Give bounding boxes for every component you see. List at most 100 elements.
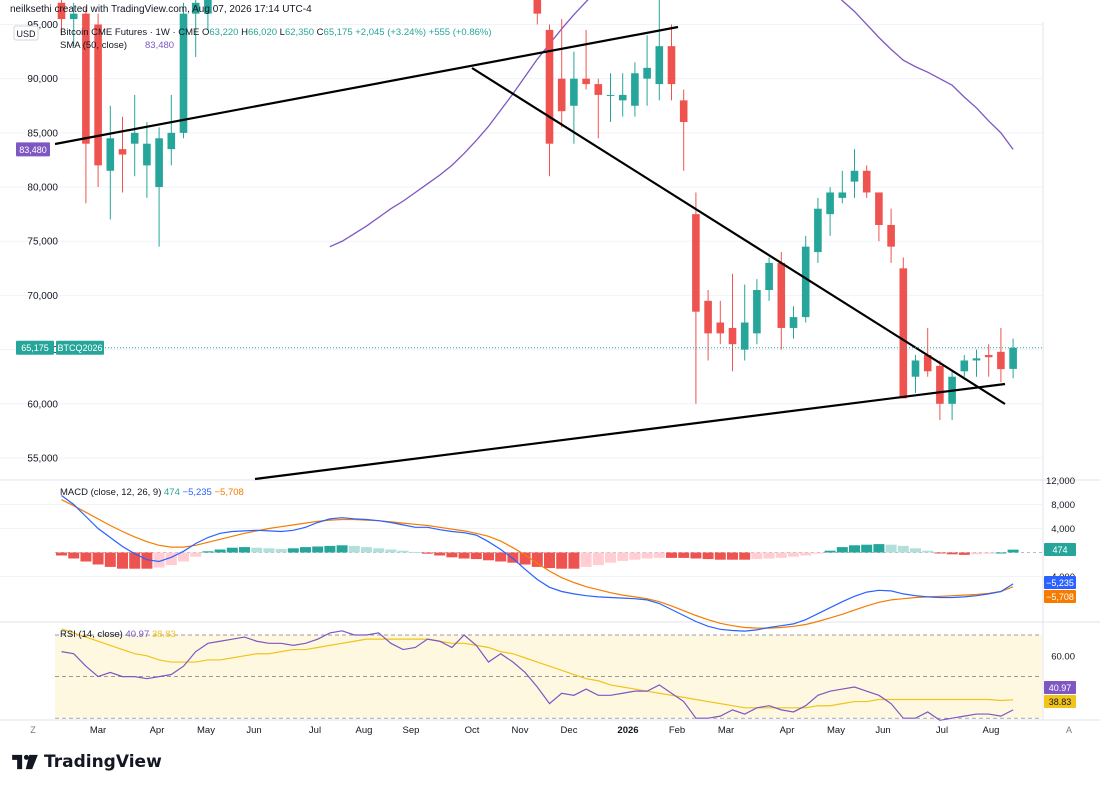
macd-histogram-bar <box>373 548 385 553</box>
candle-body <box>936 365 944 404</box>
x-axis-label: Jul <box>936 725 948 736</box>
macd-histogram-bar <box>300 547 311 553</box>
macd-histogram-bar <box>56 552 67 556</box>
macd-histogram-bar <box>836 547 848 553</box>
macd-y-tick: 4,000 <box>1051 524 1075 535</box>
trendline-lower <box>254 382 1006 481</box>
macd-histogram-bar <box>153 552 165 568</box>
candle-body <box>667 46 676 85</box>
macd-signal-line <box>61 499 1014 629</box>
candle-body <box>960 360 969 372</box>
macd-histogram-bar <box>824 550 836 553</box>
legend-part: C <box>317 27 324 38</box>
rsi-badge-bg <box>1044 681 1076 694</box>
macd-histogram-bar <box>1007 549 1019 553</box>
legend-part: O <box>202 27 209 38</box>
x-axis-label: Oct <box>465 725 480 736</box>
sma-line <box>329 0 1014 248</box>
macd-legend-part: MACD (close, 12, 26, 9) <box>60 487 164 498</box>
macd-histogram-bar <box>495 552 507 562</box>
trendline-upper <box>54 25 679 146</box>
tradingview-footer-logo: TradingView <box>12 752 162 772</box>
candle-body <box>69 13 78 20</box>
x-axis-label: May <box>827 725 845 736</box>
rsi-legend: RSI (14, close) 40.97 38.83 <box>60 629 176 640</box>
trendline-descending <box>471 67 1006 405</box>
macd-histogram-bar <box>324 545 336 553</box>
macd-histogram-bar <box>165 552 177 566</box>
macd-histogram-bar <box>422 552 433 554</box>
y-tick-label: 90,000 <box>27 74 58 85</box>
macd-histogram-bar <box>897 545 909 553</box>
candle-body <box>923 355 932 372</box>
candle-body <box>765 262 773 291</box>
macd-badge-bg <box>1044 543 1076 556</box>
macd-histogram-bar <box>885 544 897 553</box>
candle-body <box>692 214 700 312</box>
macd-histogram-bar <box>714 552 726 560</box>
x-axis-label: Mar <box>718 725 734 736</box>
macd-histogram-bar <box>556 552 568 569</box>
created-by-header: neilksethi created with TradingView.com,… <box>10 4 312 15</box>
tradingview-brand-text: TradingView <box>44 752 162 772</box>
macd-badge: −5,235 <box>1046 578 1074 588</box>
macd-histogram-bar <box>690 552 702 559</box>
y-tick-label: 80,000 <box>27 183 58 194</box>
candle-body <box>582 78 590 85</box>
candle-body <box>777 262 786 328</box>
x-axis-label: Sep <box>403 725 420 736</box>
candle-body <box>704 300 712 334</box>
legend-ohlc: Bitcoin CME Futures · 1W · CME O63,220 H… <box>60 27 492 38</box>
macd-histogram-bar <box>849 545 860 553</box>
macd-histogram-bar <box>531 552 543 567</box>
candle-body <box>826 192 834 215</box>
candle-body <box>655 46 664 85</box>
macd-histogram-bar <box>739 552 751 560</box>
y-tick-label: 75,000 <box>27 237 58 248</box>
timezone-corner: Z <box>30 725 36 735</box>
candle-body <box>789 317 798 328</box>
macd-histogram-bar <box>312 546 324 553</box>
candle-body <box>875 192 883 225</box>
macd-histogram-bar <box>251 547 263 553</box>
macd-histogram-bar <box>873 544 885 553</box>
rsi-badge: 38.83 <box>1049 697 1072 707</box>
sma-badge-bg <box>16 142 50 157</box>
macd-histogram-bar <box>958 552 970 555</box>
candle-body <box>972 358 981 361</box>
macd-histogram-bar <box>336 545 348 553</box>
candle-body <box>862 170 871 193</box>
y-tick-label: 95,000 <box>27 20 58 31</box>
candle-body <box>716 322 725 334</box>
x-axis-label: Jul <box>309 725 321 736</box>
candle-body <box>618 94 627 101</box>
macd-histogram-bar <box>275 548 287 553</box>
rsi-legend-part: 38.83 <box>152 629 176 640</box>
candle-body <box>911 360 920 377</box>
macd-histogram-bar <box>995 552 1007 554</box>
x-axis-label: Mar <box>90 725 106 736</box>
rsi-y-tick: 60.00 <box>1051 651 1075 662</box>
macd-histogram-bar <box>580 552 592 567</box>
sma-legend-label: SMA (50, close) <box>60 40 127 51</box>
rsi-badge: 40.97 <box>1049 683 1072 693</box>
legend-part: +2,045 (+3.24%) <box>355 27 428 38</box>
macd-histogram-bar <box>178 552 189 562</box>
legend-part: 65,175 <box>324 27 356 38</box>
macd-histogram-bar <box>68 552 80 559</box>
y-tick-label: 55,000 <box>27 454 58 465</box>
y-tick-label: 85,000 <box>27 128 58 139</box>
candle-body <box>57 2 66 20</box>
macd-line <box>61 495 1014 632</box>
macd-histogram-bar <box>946 552 958 555</box>
candle-body <box>1009 347 1017 369</box>
candle-body <box>838 192 847 198</box>
y-tick-label: 60,000 <box>27 399 58 410</box>
macd-histogram-bar <box>617 552 629 561</box>
macd-histogram-bar <box>263 548 275 553</box>
legend-part: 63,220 <box>209 27 241 38</box>
macd-histogram-bar <box>117 552 128 569</box>
macd-histogram-bar <box>568 552 580 569</box>
candle-body <box>155 138 163 188</box>
candle-body <box>533 0 542 14</box>
